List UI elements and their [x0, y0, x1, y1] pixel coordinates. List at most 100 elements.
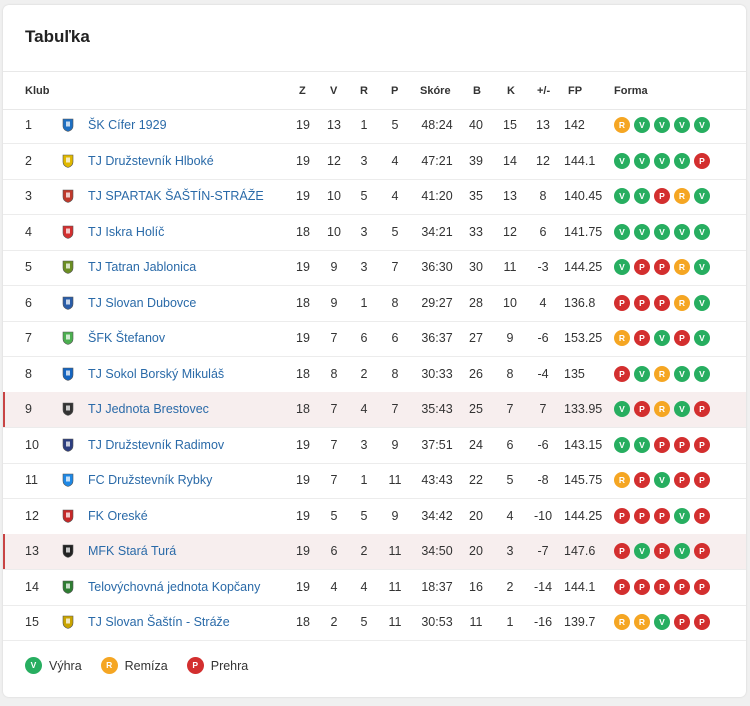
form-result-badge[interactable]: V [654, 152, 670, 169]
header-k[interactable]: K [507, 85, 515, 97]
form-result-badge[interactable]: P [694, 401, 710, 417]
form-result-badge[interactable]: V [694, 117, 710, 133]
form-result-badge[interactable]: V [674, 223, 690, 240]
form-result-badge[interactable]: V [634, 543, 650, 559]
club-name-link[interactable]: TJ Tatran Jablonica [88, 260, 197, 274]
form-result-badge[interactable]: V [674, 152, 690, 169]
club-name-link[interactable]: MFK Stará Turá [88, 544, 177, 558]
form-result-badge[interactable]: P [694, 578, 710, 595]
club-name-link[interactable]: TJ Jednota Brestovec [88, 402, 209, 416]
table-row[interactable]: 1 ŠK Cífer 1929 19 13 1 5 48:24 40 15 13 142 R V V V V [3, 108, 746, 144]
form-result-badge[interactable]: P [614, 365, 630, 382]
club-name-link[interactable]: TJ Sokol Borský Mikuláš [88, 366, 225, 381]
form-result-badge[interactable]: R [614, 472, 630, 488]
form-result-badge[interactable]: P [694, 152, 710, 169]
form-result-badge[interactable]: V [634, 365, 650, 382]
header-p[interactable]: P [391, 85, 399, 97]
form-result-badge[interactable]: V [654, 223, 670, 240]
form-result-badge[interactable]: R [654, 365, 670, 382]
form-result-badge[interactable]: V [694, 330, 710, 346]
header-club[interactable]: Klub [25, 85, 50, 97]
form-result-badge[interactable]: V [634, 152, 650, 169]
form-result-badge[interactable]: P [694, 543, 710, 559]
form-result-badge[interactable]: V [654, 117, 670, 133]
form-result-badge[interactable]: V [634, 188, 650, 204]
form-result-badge[interactable]: V [634, 436, 650, 453]
table-row[interactable]: 9 TJ Jednota Brestovec 18 7 4 7 35:43 25 7 7 133.9… [3, 392, 746, 428]
table-row[interactable]: 7 ŠFK Štefanov 19 7 6 6 36:37 27 9 -6 153.25 R P V P V [3, 321, 746, 357]
table-row[interactable]: 4 TJ Iskra Holíč 18 10 3 5 34:21 33 12 6 141.75 V V V… [3, 215, 746, 251]
form-result-badge[interactable]: P [634, 578, 650, 595]
club-name-link[interactable]: TJ Iskra Holíč [88, 224, 165, 239]
club-name-link[interactable]: TJ Družstevník Hlboké [88, 153, 214, 168]
form-result-badge[interactable]: V [614, 401, 630, 417]
table-row[interactable]: 12 FK Oreské 19 5 5 9 34:42 20 4 -10 144.25 P P P V P [3, 499, 746, 535]
header-fp[interactable]: FP [568, 85, 583, 97]
form-result-badge[interactable]: V [614, 188, 630, 204]
form-result-badge[interactable]: P [614, 578, 630, 595]
form-result-badge[interactable]: P [634, 507, 650, 524]
form-result-badge[interactable]: P [674, 472, 690, 488]
form-result-badge[interactable]: V [614, 436, 630, 453]
table-row[interactable]: 15 TJ Slovan Šaštín - Stráže 18 2 5 11 30:53 11… [3, 605, 746, 641]
form-result-badge[interactable]: P [654, 507, 670, 524]
form-result-badge[interactable]: P [634, 472, 650, 488]
form-result-badge[interactable]: V [674, 401, 690, 417]
table-row[interactable]: 10 TJ Družstevník Radimov 19 7 3 9 37:51 24 6 -6 1… [3, 428, 746, 464]
header-b[interactable]: B [473, 85, 481, 97]
form-result-badge[interactable]: V [674, 117, 690, 133]
table-row[interactable]: 2 TJ Družstevník Hlboké 19 12 3 4 47:21 39 14 12 1… [3, 144, 746, 180]
table-row[interactable]: 6 TJ Slovan Dubovce 18 9 1 8 29:27 28 10 4 136.8 P P… [3, 286, 746, 322]
form-result-badge[interactable]: V [654, 330, 670, 346]
form-result-badge[interactable]: P [654, 259, 670, 275]
table-row[interactable]: 3 TJ SPARTAK ŠAŠTÍN-STRÁŽE 19 10 5 4 41:20 35 13… [3, 179, 746, 215]
form-result-badge[interactable]: P [654, 294, 670, 311]
club-name-link[interactable]: TJ SPARTAK ŠAŠTÍN-STRÁŽE [88, 189, 264, 203]
form-result-badge[interactable]: V [694, 223, 710, 240]
header-r[interactable]: R [360, 85, 368, 97]
table-row[interactable]: 8 TJ Sokol Borský Mikuláš 18 8 2 8 30:33 26 8 -4 1… [3, 357, 746, 393]
header-score[interactable]: Skóre [420, 85, 451, 97]
form-result-badge[interactable]: V [694, 365, 710, 382]
form-result-badge[interactable]: V [694, 294, 710, 311]
form-result-badge[interactable]: R [614, 614, 630, 630]
club-name-link[interactable]: Telovýchovná jednota Kopčany [88, 579, 261, 594]
form-result-badge[interactable]: V [634, 223, 650, 240]
form-result-badge[interactable]: P [634, 294, 650, 311]
form-result-badge[interactable]: R [674, 259, 690, 275]
table-row[interactable]: 14 Telovýchovná jednota Kopčany 19 4 4 11 18:3… [3, 570, 746, 606]
form-result-badge[interactable]: V [614, 259, 630, 275]
form-result-badge[interactable]: P [674, 614, 690, 630]
header-z[interactable]: Z [299, 85, 306, 97]
form-result-badge[interactable]: P [654, 578, 670, 595]
club-name-link[interactable]: TJ Slovan Šaštín - Stráže [88, 615, 230, 629]
form-result-badge[interactable]: P [634, 401, 650, 417]
form-result-badge[interactable]: P [614, 543, 630, 559]
form-result-badge[interactable]: P [614, 507, 630, 524]
form-result-badge[interactable]: P [654, 543, 670, 559]
form-result-badge[interactable]: V [694, 188, 710, 204]
form-result-badge[interactable]: V [634, 117, 650, 133]
form-result-badge[interactable]: V [674, 543, 690, 559]
form-result-badge[interactable]: P [674, 330, 690, 346]
form-result-badge[interactable]: V [694, 259, 710, 275]
form-result-badge[interactable]: V [654, 614, 670, 630]
header-v[interactable]: V [330, 85, 338, 97]
club-name-link[interactable]: ŠK Cífer 1929 [88, 118, 167, 132]
form-result-badge[interactable]: V [614, 152, 630, 169]
club-name-link[interactable]: ŠFK Štefanov [88, 331, 166, 345]
club-name-link[interactable]: TJ Slovan Dubovce [88, 295, 197, 310]
table-row[interactable]: 13 MFK Stará Turá 19 6 2 11 34:50 20 3 -7 147.6 P V P… [3, 534, 746, 570]
form-result-badge[interactable]: R [634, 614, 650, 630]
form-result-badge[interactable]: P [674, 436, 690, 453]
form-result-badge[interactable]: P [614, 294, 630, 311]
form-result-badge[interactable]: P [634, 330, 650, 346]
form-result-badge[interactable]: V [674, 365, 690, 382]
club-name-link[interactable]: FK Oreské [88, 508, 148, 523]
form-result-badge[interactable]: P [694, 507, 710, 524]
form-result-badge[interactable]: V [674, 507, 690, 524]
form-result-badge[interactable]: P [694, 436, 710, 453]
form-result-badge[interactable]: R [674, 188, 690, 204]
form-result-badge[interactable]: R [654, 401, 670, 417]
table-row[interactable]: 11 FC Družstevník Rybky 19 7 1 11 43:43 22 5 -8 14… [3, 463, 746, 499]
